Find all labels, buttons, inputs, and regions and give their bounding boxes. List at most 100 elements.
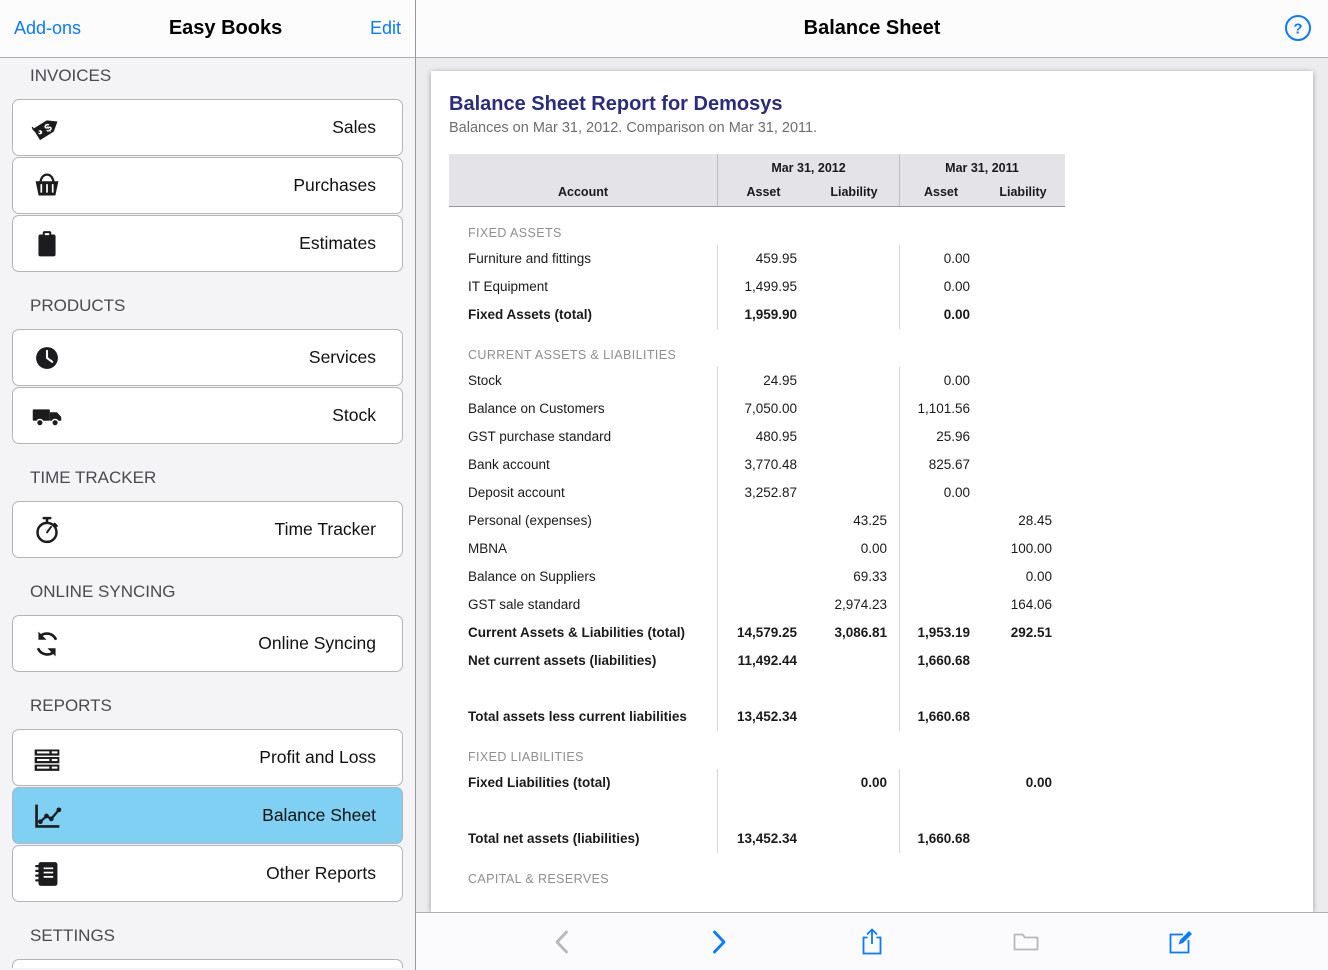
sidebar-item-partial[interactable] (12, 959, 403, 968)
help-button[interactable]: ? (1282, 13, 1314, 45)
folder-button[interactable] (1009, 925, 1043, 959)
cell-value: 1,660.68 (899, 647, 982, 675)
cell-value: 459.95 (717, 245, 809, 273)
cell-value (717, 591, 809, 619)
group-header-blank (449, 154, 717, 182)
row-label: Fixed Liabilities (total) (468, 775, 611, 790)
cell-value (982, 423, 1064, 451)
sidebar-section-header: PRODUCTS (30, 296, 126, 315)
cell-value (899, 769, 982, 797)
report-panel: Balance Sheet Report for Demosys Balance… (431, 71, 1313, 912)
sidebar-item-time-tracker[interactable]: Time Tracker (12, 501, 403, 558)
sidebar-section-header: REPORTS (30, 696, 112, 715)
compose-button[interactable] (1164, 925, 1198, 959)
table-row: Total assets less current liabilities 13,… (449, 703, 1065, 731)
cell-empty (717, 675, 809, 703)
table-row: Balance on Customers 7,050.00 1,101.56 (449, 395, 1065, 423)
row-label: Balance on Customers (468, 401, 605, 416)
sidebar-item-label: Balance Sheet (262, 805, 376, 825)
cell-value: 0.00 (899, 479, 982, 507)
sidebar-item-other-reports[interactable]: Other Reports (12, 845, 403, 902)
app-title: Easy Books (168, 17, 283, 39)
cell-value: 1,660.68 (899, 703, 982, 731)
sidebar-item-services[interactable]: Services (12, 329, 403, 386)
cell-empty (809, 675, 899, 703)
cell-value: 0.00 (860, 775, 887, 790)
cell-value: 13,452.34 (717, 825, 809, 853)
table-row: GST purchase standard 480.95 25.96 (449, 423, 1065, 451)
sidebar-item-stock[interactable]: Stock (12, 387, 403, 444)
folder-icon (1009, 927, 1043, 957)
back-chevron-icon (546, 927, 580, 957)
forward-chevron-button[interactable] (701, 925, 735, 959)
table-row: Current Assets & Liabilities (total) 14,5… (449, 619, 1065, 647)
cell-value: 0.00 (899, 367, 982, 395)
section-label: FIXED LIABILITIES (468, 750, 584, 764)
cell-value: 3,086.81 (834, 625, 887, 640)
cell-value: 1,101.56 (899, 395, 982, 423)
sidebar-item-profit-and-loss[interactable]: Profit and Loss (12, 729, 403, 786)
clock-icon (27, 338, 67, 378)
table-section-row: CURRENT ASSETS & LIABILITIES (449, 329, 1065, 367)
cell-value (809, 273, 899, 301)
cell-value (809, 245, 899, 273)
sidebar-item-online-syncing[interactable]: Online Syncing (12, 615, 403, 672)
cell-value: 14,579.25 (717, 619, 809, 647)
cell-value: 1,499.95 (717, 273, 809, 301)
cell-value: 3,252.87 (717, 479, 809, 507)
sidebar-item-balance-sheet[interactable]: Balance Sheet (12, 787, 403, 844)
sidebar-item-sales[interactable]: $ Sales (12, 99, 403, 156)
share-icon (855, 927, 889, 957)
table-header: Mar 31, 2012 Mar 31, 2011 Account Asset … (449, 154, 1065, 207)
table-section-row: FIXED ASSETS (449, 207, 1065, 245)
cell-value: 43.25 (853, 513, 887, 528)
cell-value: 7,050.00 (717, 395, 809, 423)
cell-value (899, 591, 982, 619)
table-row: Bank account 3,770.48 825.67 (449, 451, 1065, 479)
table-row: Personal (expenses) 43.25 28.45 (449, 507, 1065, 535)
sidebar-item-label: Purchases (293, 175, 376, 195)
cell-empty (982, 675, 1064, 703)
cell-value: 13,452.34 (717, 703, 809, 731)
cell-value (982, 703, 1064, 731)
cell-value (809, 647, 899, 675)
sidebar-item-label: Stock (332, 405, 376, 425)
cell-value: 1,959.90 (717, 301, 809, 329)
cell-value (809, 703, 899, 731)
table-row: GST sale standard 2,974.23 164.06 (449, 591, 1065, 619)
cell-value (809, 395, 899, 423)
sidebar-nav-bar: Add-ons Easy Books Edit (0, 0, 415, 58)
share-button[interactable] (855, 925, 889, 959)
add-ons-button[interactable]: Add-ons (14, 18, 82, 38)
cell-value: 0.00 (899, 301, 982, 329)
report-scroll-area[interactable]: Balance Sheet Report for Demosys Balance… (416, 58, 1328, 912)
table-section-row: CAPITAL & RESERVES (449, 853, 1065, 891)
notebook-icon (27, 854, 67, 894)
row-label: Fixed Assets (total) (468, 307, 593, 322)
stopwatch-icon (27, 510, 67, 550)
sidebar-item-label: Online Syncing (258, 633, 376, 653)
row-label: Total assets less current liabilities (468, 709, 687, 724)
chart-icon (27, 796, 67, 836)
group-header-2012: Mar 31, 2012 (717, 154, 899, 182)
sidebar-section-header: TIME TRACKER (30, 468, 157, 487)
row-label: Current Assets & Liabilities (total) (468, 625, 686, 640)
bottom-toolbar (416, 912, 1328, 970)
table-spacer-row (449, 797, 1065, 825)
row-label: Balance on Suppliers (468, 569, 596, 584)
edit-button[interactable]: Edit (369, 18, 401, 38)
row-label: MBNA (468, 541, 508, 556)
cell-value (982, 451, 1064, 479)
cell-value: 825.67 (899, 451, 982, 479)
page-title: Balance Sheet (803, 17, 941, 39)
cell-value (982, 245, 1064, 273)
cell-value (982, 301, 1064, 329)
table-row: MBNA 0.00 100.00 (449, 535, 1065, 563)
back-chevron-button[interactable] (546, 925, 580, 959)
sidebar-sections: INVOICES $ Sales Purchases Estimates PRODUCTS… (0, 58, 415, 970)
sidebar-item-label: Services (308, 347, 376, 367)
sidebar-item-purchases[interactable]: Purchases (12, 157, 403, 214)
balance-sheet-table: Mar 31, 2012 Mar 31, 2011 Account Asset … (449, 154, 1065, 891)
sidebar-item-estimates[interactable]: Estimates (12, 215, 403, 272)
table-row: Net current assets (liabilities) 11,492.4… (449, 647, 1065, 675)
